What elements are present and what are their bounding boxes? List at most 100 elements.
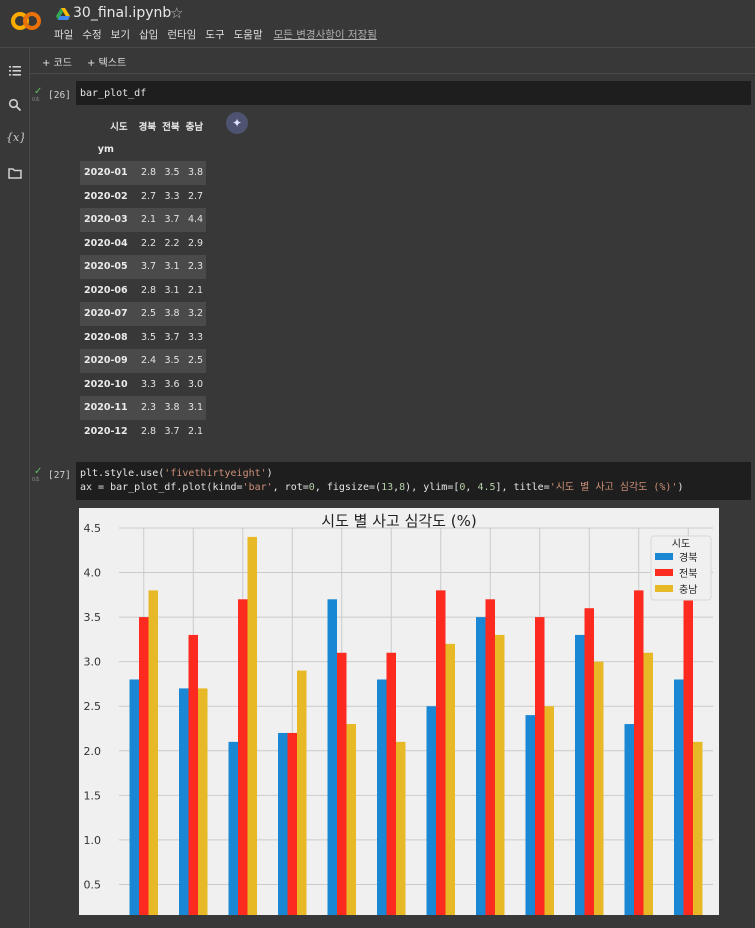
table-cell: 3.7 <box>164 425 180 437</box>
row-index: 2020-07 <box>84 308 128 320</box>
bar <box>535 617 545 915</box>
table-cell: 2.8 <box>140 425 157 437</box>
folder-icon[interactable] <box>8 166 22 180</box>
colab-logo-icon[interactable] <box>10 10 42 32</box>
menu-tools[interactable]: 도구 <box>205 29 225 41</box>
bar <box>544 706 554 915</box>
bar <box>683 599 693 915</box>
column-header: 경북 <box>138 121 157 133</box>
chart-output: 0.00.51.01.52.02.53.03.54.04.52020-01202… <box>79 508 719 915</box>
bar <box>485 599 495 915</box>
table-cell: 3.2 <box>187 308 204 320</box>
row-index: 2020-03 <box>84 214 128 226</box>
legend-label: 충남 <box>679 584 697 596</box>
bar <box>188 634 198 915</box>
code-cell-1[interactable]: bar_plot_df <box>76 81 751 105</box>
table-cell: 2.9 <box>187 237 204 249</box>
table-row: 2020-06 2.8 3.1 2.1 <box>80 279 206 303</box>
table-cell: 4.4 <box>187 214 204 226</box>
cell-gutter: ✓ 0초 [27] <box>30 466 76 486</box>
toc-icon[interactable] <box>8 64 22 78</box>
menu-edit[interactable]: 수정 <box>82 29 102 41</box>
y-tick-label: 1.0 <box>84 834 102 847</box>
table-cell: 2.4 <box>140 355 157 367</box>
table-cell: 3.5 <box>164 167 180 179</box>
table-cell: 3.8 <box>164 402 180 414</box>
notebook-title[interactable]: 30_final.ipynb <box>73 5 172 21</box>
table-row: 2020-03 2.1 3.7 4.4 <box>80 208 207 232</box>
bar <box>139 617 149 915</box>
top-bar: 30_final.ipynb ☆ 파일 수정 보기 삽입 런타임 도구 도움말 … <box>0 0 755 48</box>
table-row: 2020-07 2.5 3.8 3.2 <box>80 302 207 326</box>
cell-gutter: ✓ 0초 [26] <box>30 86 76 106</box>
bar <box>228 741 238 915</box>
row-index: 2020-05 <box>84 261 128 273</box>
exec-time: 0초 <box>32 477 40 483</box>
star-icon[interactable]: ☆ <box>170 4 184 22</box>
table-cell: 3.0 <box>187 378 204 390</box>
add-text-button[interactable]: + 텍스트 <box>87 58 127 69</box>
add-code-button[interactable]: + 코드 <box>42 58 72 69</box>
table-cell: 2.7 <box>140 190 157 202</box>
table-cell: 2.8 <box>140 167 157 179</box>
notebook-main: + 코드 + 텍스트 ✓ 0초 [26] bar_plot_df 시도 경북 전… <box>30 48 755 928</box>
code-cell-2[interactable]: plt.style.use('fivethirtyeight') ax = ba… <box>76 462 751 500</box>
bar <box>129 679 139 915</box>
magic-wand-icon[interactable]: ✦ <box>226 112 248 134</box>
row-index: 2020-06 <box>84 284 128 296</box>
table-cell: 3.5 <box>164 355 180 367</box>
bar <box>634 590 644 915</box>
table-cell: 2.2 <box>140 237 157 249</box>
table-cell: 2.5 <box>187 355 204 367</box>
search-icon[interactable] <box>8 98 22 112</box>
table-cell: 2.3 <box>140 402 157 414</box>
legend-title: 시도 <box>672 538 690 550</box>
dataframe-output: 시도 경북 전북 충남 ym 2020-01 2.8 3.5 3.8 2020-02 2.… <box>80 114 207 443</box>
legend-box <box>650 535 712 601</box>
bar <box>476 617 486 915</box>
menu-view[interactable]: 보기 <box>110 29 130 41</box>
table-cell: 3.8 <box>187 167 204 179</box>
table-cell: 2.1 <box>140 214 157 226</box>
exec-count: [27] <box>48 470 71 481</box>
table-cell: 3.3 <box>140 378 157 390</box>
save-status-link[interactable]: 모든 변경사항이 저장됨 <box>273 29 377 41</box>
table-row: 2020-11 2.3 3.8 3.1 <box>80 396 207 420</box>
y-tick-label: 4.5 <box>84 522 102 535</box>
y-tick-label: 2.5 <box>84 700 102 713</box>
menu-file[interactable]: 파일 <box>54 29 74 41</box>
table-cell: 2.3 <box>187 261 204 273</box>
bar <box>287 732 297 915</box>
variables-icon[interactable]: {x} <box>6 130 24 144</box>
menu-insert[interactable]: 삽입 <box>138 29 159 41</box>
table-cell: 2.7 <box>187 190 204 202</box>
table-cell: 3.7 <box>140 261 157 273</box>
bar <box>148 590 158 915</box>
bar-chart: 0.00.51.01.52.02.53.03.54.04.52020-01202… <box>84 512 713 915</box>
bar <box>436 590 446 915</box>
run-success-icon[interactable]: ✓ <box>34 86 43 97</box>
table-cell: 2.1 <box>187 425 204 437</box>
drive-icon <box>56 8 70 20</box>
legend-label: 전북 <box>679 568 697 580</box>
row-index: 2020-08 <box>84 331 128 343</box>
columns-label: 시도 <box>110 121 128 133</box>
bar <box>377 679 387 915</box>
menu-bar: 파일 수정 보기 삽입 런타임 도구 도움말 모든 변경사항이 저장됨 <box>54 27 386 42</box>
table-row: 2020-04 2.2 2.2 2.9 <box>80 232 206 256</box>
bar <box>624 724 634 915</box>
legend-label: 경북 <box>679 551 697 564</box>
y-tick-label: 3.5 <box>84 611 102 624</box>
table-cell: 3.6 <box>164 378 180 390</box>
menu-help[interactable]: 도움말 <box>233 29 263 41</box>
menu-runtime[interactable]: 런타임 <box>167 29 197 41</box>
table-cell: 3.5 <box>140 331 157 343</box>
run-success-icon[interactable]: ✓ <box>34 466 43 477</box>
table-cell: 3.1 <box>164 261 180 273</box>
y-tick-label: 0.5 <box>84 878 102 891</box>
table-row: 2020-08 3.5 3.7 3.3 <box>80 326 206 350</box>
row-index: 2020-02 <box>84 190 128 202</box>
table-cell: 3.3 <box>164 190 180 202</box>
index-label: ym <box>97 143 114 155</box>
table-cell: 2.1 <box>187 284 204 296</box>
